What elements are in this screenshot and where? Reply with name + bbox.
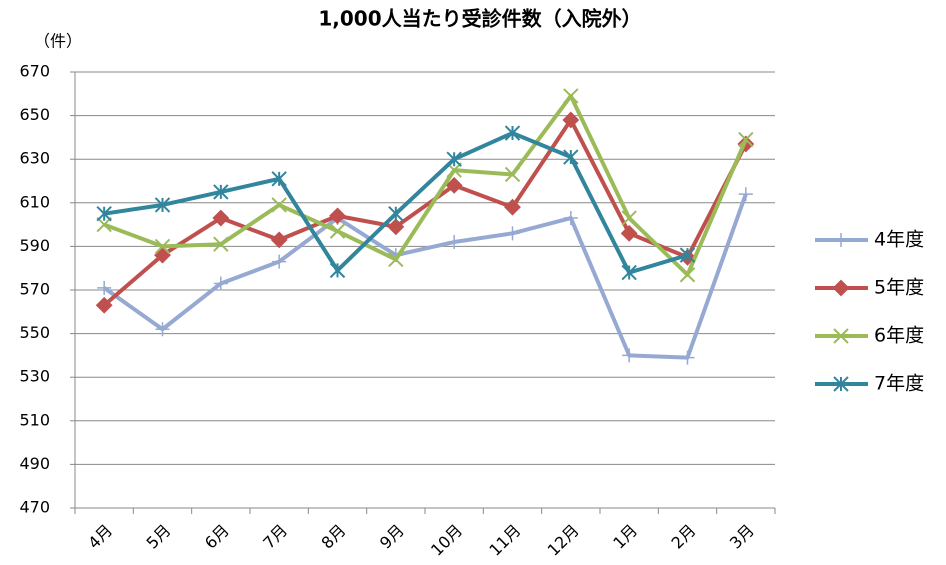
point-marker — [213, 236, 229, 252]
y-axis-label: （件） — [34, 32, 82, 51]
y-tick-label: 670 — [19, 62, 50, 81]
legend-marker — [833, 328, 849, 344]
series-line — [102, 117, 748, 307]
y-tick-label: 530 — [19, 367, 50, 386]
point-marker — [679, 247, 696, 263]
y-tick-label: 470 — [19, 498, 50, 517]
point-marker — [387, 218, 405, 236]
point-marker — [271, 171, 287, 187]
point-marker — [271, 197, 287, 213]
point-marker — [620, 224, 638, 242]
point-marker — [270, 231, 288, 249]
x-tick-label: 10月 — [427, 521, 466, 560]
point-marker — [562, 111, 580, 129]
x-tick-label: 2月 — [668, 521, 700, 553]
legend-text: 7年度 — [874, 373, 924, 395]
point-marker — [563, 211, 578, 226]
point-marker — [504, 198, 521, 216]
point-marker — [738, 187, 753, 202]
chart-title: 1,000人当たり受診件数（入院外） — [318, 7, 641, 31]
y-tick-label: 650 — [19, 105, 50, 124]
point-marker — [447, 235, 462, 250]
point-marker — [680, 350, 695, 365]
x-tick-label: 8月 — [318, 521, 350, 553]
point-marker — [679, 267, 696, 283]
x-tick-label: 1月 — [609, 521, 641, 553]
point-marker — [329, 207, 346, 225]
point-marker — [154, 238, 171, 255]
legend-text: 4年度 — [874, 229, 924, 251]
x-tick-label: 7月 — [259, 521, 291, 553]
point-marker — [329, 223, 346, 239]
series-line — [103, 193, 748, 360]
point-marker — [155, 322, 170, 337]
x-tick-label: 3月 — [726, 521, 758, 553]
y-tick-label: 550 — [19, 323, 50, 342]
point-marker — [97, 280, 112, 295]
legend-marker — [832, 279, 850, 297]
series-line — [103, 93, 748, 277]
legend-text: 6年度 — [874, 325, 924, 347]
point-marker — [505, 226, 520, 241]
point-marker — [504, 166, 521, 183]
point-marker — [154, 197, 171, 213]
x-tick-label: 6月 — [201, 521, 233, 553]
point-marker — [95, 296, 113, 314]
point-marker — [96, 205, 112, 222]
point-marker — [504, 125, 521, 141]
point-marker — [329, 262, 346, 279]
point-marker — [212, 209, 230, 227]
y-tick-label: 490 — [19, 454, 50, 473]
point-marker — [213, 276, 228, 291]
x-tick-label: 9月 — [376, 521, 408, 553]
y-tick-label: 570 — [19, 280, 50, 299]
legend-marker — [834, 233, 848, 247]
y-tick-label: 610 — [19, 192, 50, 211]
point-marker — [563, 88, 579, 104]
legend-marker — [833, 376, 849, 392]
point-marker — [445, 176, 463, 194]
point-marker — [272, 254, 287, 269]
point-marker — [563, 149, 579, 165]
point-marker — [622, 348, 637, 363]
x-tick-label: 11月 — [485, 521, 524, 560]
point-marker — [446, 151, 462, 167]
point-marker — [388, 205, 404, 222]
y-tick-label: 630 — [19, 149, 50, 168]
x-tick-label: 5月 — [143, 521, 175, 553]
point-marker — [621, 210, 637, 226]
y-tick-label: 510 — [19, 410, 50, 429]
y-tick-label: 590 — [19, 236, 50, 255]
point-marker — [213, 184, 229, 200]
point-marker — [154, 246, 171, 264]
point-marker — [621, 264, 637, 281]
point-marker — [738, 131, 754, 148]
point-marker — [388, 251, 404, 268]
legend-text: 5年度 — [874, 277, 924, 299]
x-tick-label: 12月 — [544, 521, 583, 560]
point-marker — [96, 216, 112, 233]
x-tick-label: 4月 — [84, 521, 116, 553]
